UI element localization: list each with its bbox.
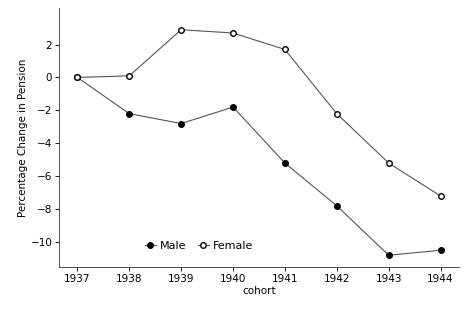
Female: [334, 112, 340, 115]
Female: [282, 48, 288, 51]
Male: [386, 253, 391, 257]
Line: Female: Female: [75, 27, 443, 199]
Male: [438, 248, 443, 252]
Female: [438, 194, 443, 198]
Male: [75, 76, 80, 79]
Female: [230, 31, 236, 35]
Male: [178, 122, 184, 125]
Male: [127, 112, 132, 115]
Female: [127, 74, 132, 78]
Legend: Male, Female: Male, Female: [144, 241, 254, 251]
Female: [386, 161, 391, 165]
Line: Male: Male: [75, 75, 443, 258]
Y-axis label: Percentage Change in Pension: Percentage Change in Pension: [18, 58, 28, 217]
Female: [178, 28, 184, 32]
Female: [75, 76, 80, 79]
Male: [334, 204, 340, 208]
Male: [230, 105, 236, 109]
Male: [282, 161, 288, 165]
X-axis label: cohort: cohort: [242, 286, 276, 296]
